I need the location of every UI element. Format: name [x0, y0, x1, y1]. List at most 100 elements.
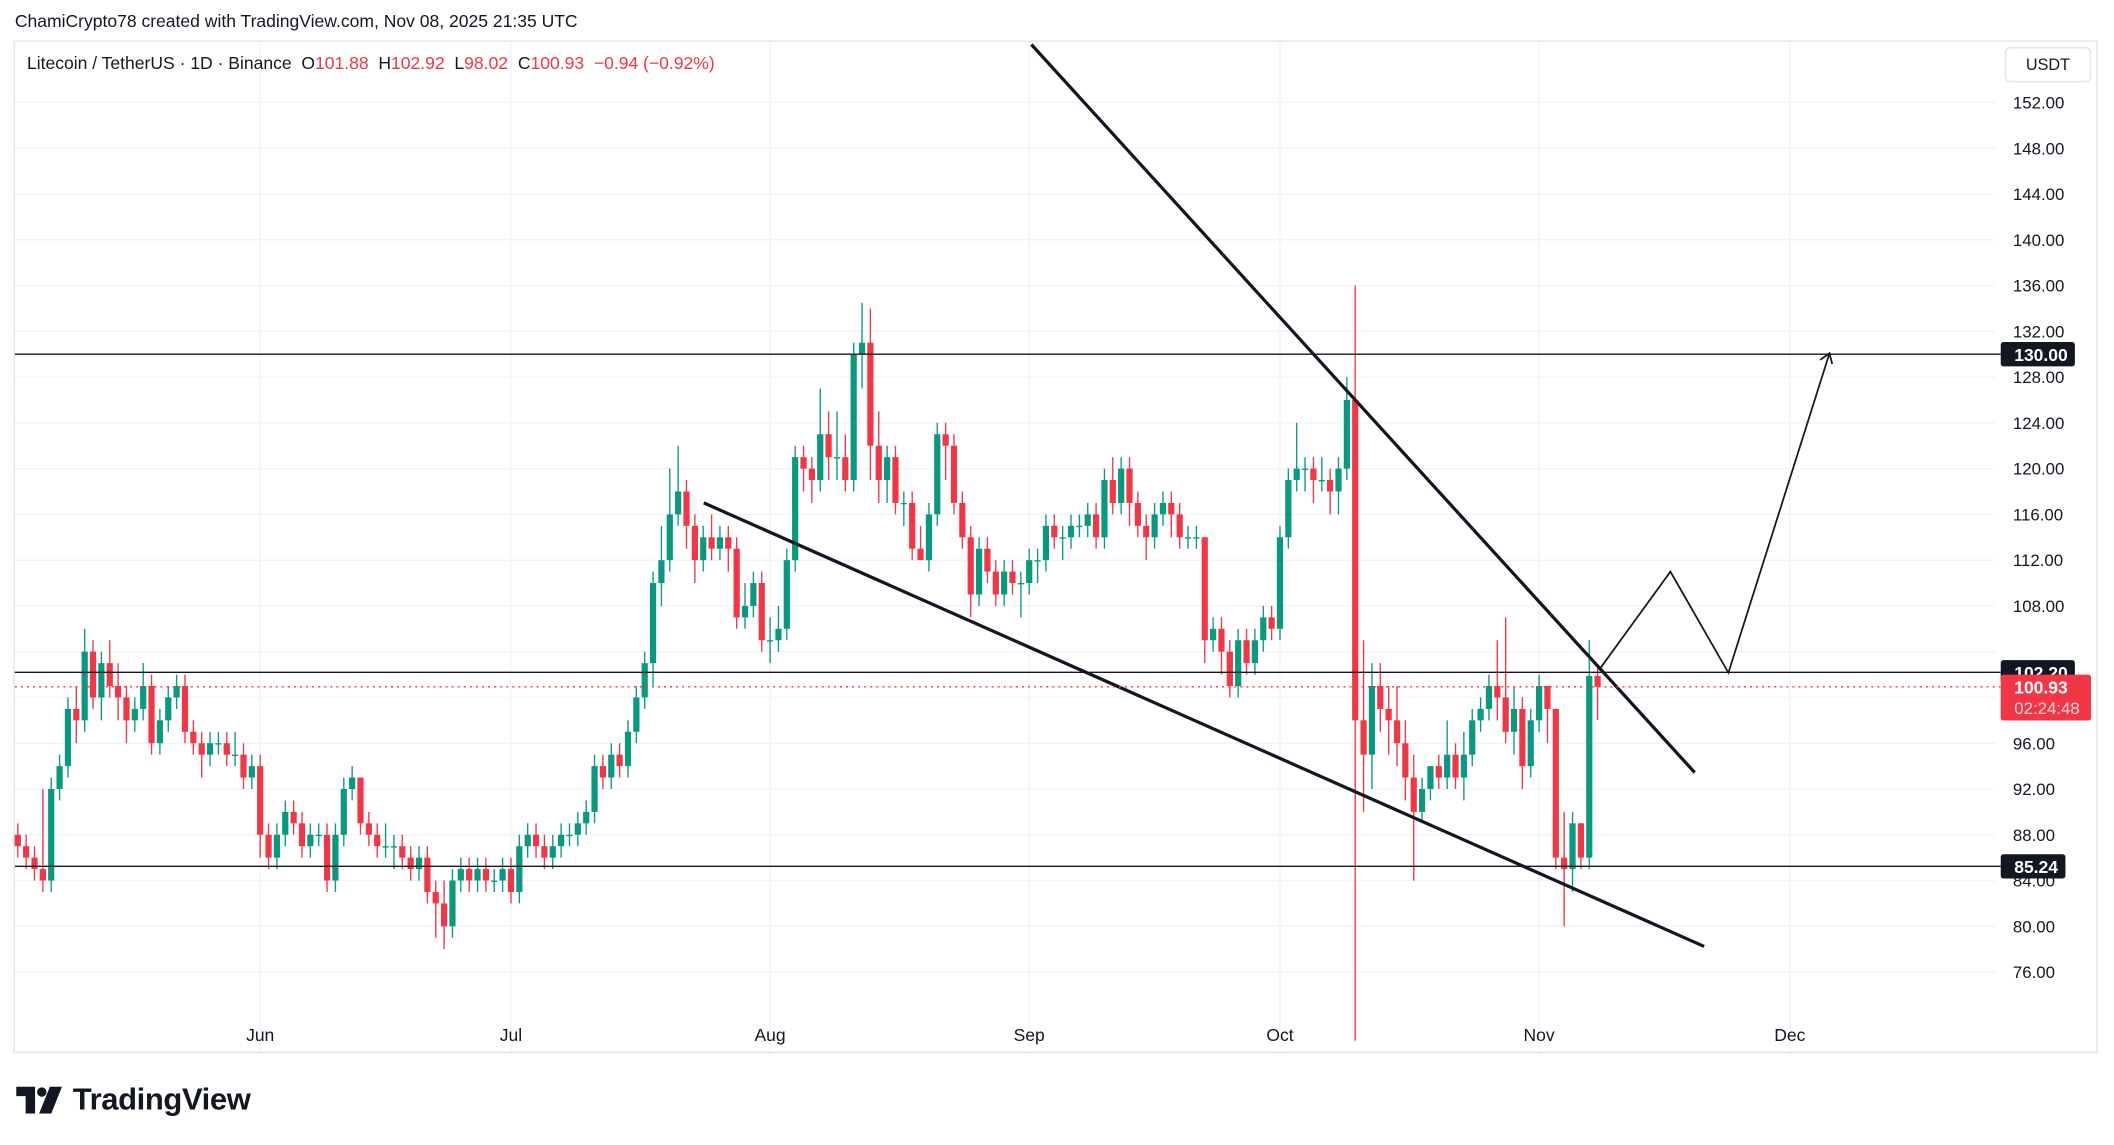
candle[interactable]	[1544, 686, 1551, 744]
projection-path[interactable]	[1598, 352, 1831, 675]
candle[interactable]	[1226, 640, 1233, 698]
candle[interactable]	[825, 411, 832, 481]
candle[interactable]	[942, 422, 949, 481]
candle[interactable]	[31, 846, 38, 881]
candle[interactable]	[1393, 686, 1401, 767]
candle[interactable]	[783, 548, 790, 641]
candle[interactable]	[407, 846, 414, 881]
candle[interactable]	[624, 720, 632, 778]
candle[interactable]	[675, 445, 682, 526]
candle[interactable]	[1193, 525, 1200, 549]
candle[interactable]	[733, 537, 740, 629]
candle[interactable]	[842, 434, 849, 492]
candle[interactable]	[1527, 708, 1534, 778]
candle[interactable]	[817, 388, 824, 492]
candle[interactable]	[123, 686, 130, 744]
candle[interactable]	[992, 560, 999, 606]
candle[interactable]	[1343, 377, 1350, 481]
candle[interactable]	[1435, 754, 1442, 789]
candle[interactable]	[1536, 674, 1543, 732]
candle[interactable]	[984, 537, 991, 584]
candle[interactable]	[1276, 525, 1284, 641]
candle[interactable]	[332, 823, 339, 892]
candle[interactable]	[449, 869, 456, 938]
candle[interactable]	[1594, 664, 1601, 721]
candle[interactable]	[850, 342, 857, 492]
candle[interactable]	[858, 302, 866, 389]
candle[interactable]	[875, 411, 882, 503]
candle[interactable]	[1176, 502, 1183, 549]
candle[interactable]	[1352, 285, 1359, 1041]
candle[interactable]	[1577, 823, 1585, 870]
candle[interactable]	[549, 834, 556, 870]
candle[interactable]	[1385, 686, 1392, 755]
candle[interactable]	[1251, 628, 1259, 675]
candle[interactable]	[399, 834, 406, 870]
candle[interactable]	[1377, 663, 1384, 732]
candle[interactable]	[156, 708, 163, 755]
candle[interactable]	[1360, 640, 1367, 812]
candle[interactable]	[1469, 708, 1476, 767]
candle[interactable]	[64, 697, 72, 778]
candle[interactable]	[1318, 457, 1325, 492]
candle[interactable]	[424, 846, 431, 904]
candle[interactable]	[81, 628, 88, 732]
candle[interactable]	[265, 823, 272, 870]
candle[interactable]	[683, 480, 690, 549]
candle[interactable]	[357, 777, 364, 835]
candle[interactable]	[14, 823, 21, 858]
candle[interactable]	[691, 514, 698, 584]
candle[interactable]	[1126, 457, 1133, 526]
candle[interactable]	[1260, 605, 1267, 652]
candle[interactable]	[1092, 502, 1100, 549]
candle[interactable]	[934, 422, 941, 526]
lower-trendline[interactable]	[703, 501, 1705, 948]
candle[interactable]	[1059, 525, 1066, 561]
candle[interactable]	[482, 857, 489, 892]
currency-button[interactable]: USDT	[2004, 47, 2092, 83]
candle[interactable]	[165, 686, 172, 732]
candle[interactable]	[884, 445, 891, 503]
candle[interactable]	[800, 445, 807, 492]
candle[interactable]	[1051, 514, 1058, 549]
candle[interactable]	[148, 674, 155, 755]
candle[interactable]	[1017, 571, 1024, 618]
candle[interactable]	[315, 823, 322, 847]
candle[interactable]	[173, 674, 180, 709]
candle[interactable]	[23, 834, 30, 870]
candle[interactable]	[307, 823, 314, 858]
candle[interactable]	[1301, 457, 1309, 492]
candle[interactable]	[1561, 811, 1568, 927]
candle[interactable]	[616, 743, 623, 778]
candle[interactable]	[766, 617, 774, 664]
candle[interactable]	[967, 525, 974, 618]
candle[interactable]	[390, 834, 398, 870]
candle[interactable]	[574, 811, 581, 847]
candle[interactable]	[507, 857, 515, 904]
candle[interactable]	[1510, 686, 1518, 755]
candle[interactable]	[758, 571, 765, 652]
candle[interactable]	[1402, 720, 1409, 801]
candle[interactable]	[365, 811, 372, 847]
candle[interactable]	[1109, 457, 1116, 515]
candle[interactable]	[48, 777, 55, 892]
candle[interactable]	[1184, 525, 1192, 549]
chart-pane[interactable]	[13, 40, 2098, 1053]
candle[interactable]	[215, 731, 222, 755]
candle[interactable]	[708, 514, 715, 561]
candle[interactable]	[808, 457, 815, 503]
candle[interactable]	[1418, 777, 1426, 824]
symbol-name[interactable]: Litecoin / TetherUS · 1D · Binance	[26, 52, 292, 73]
candle[interactable]	[1552, 708, 1559, 870]
candle[interactable]	[206, 731, 214, 767]
candle[interactable]	[892, 445, 899, 515]
candle[interactable]	[516, 834, 523, 904]
candle[interactable]	[658, 525, 665, 606]
candle[interactable]	[1502, 617, 1509, 744]
candle[interactable]	[750, 571, 757, 618]
candle[interactable]	[340, 777, 347, 847]
candle[interactable]	[1268, 605, 1275, 641]
candle[interactable]	[1243, 628, 1250, 675]
candle[interactable]	[1042, 514, 1050, 572]
candle[interactable]	[1368, 663, 1376, 789]
